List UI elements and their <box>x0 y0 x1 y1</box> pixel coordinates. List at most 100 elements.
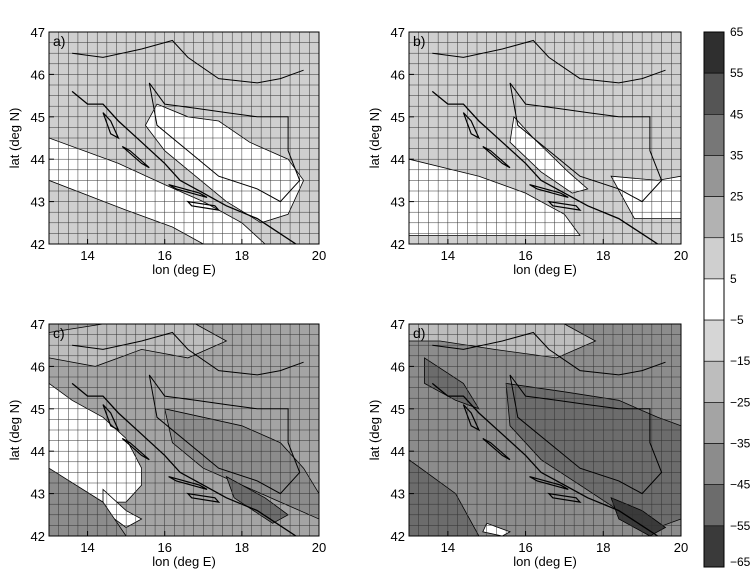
colorbar-label: −5 <box>730 313 744 327</box>
lon-tick-label: 20 <box>674 540 688 555</box>
colorbar-swatch <box>703 155 725 197</box>
panel-label: d) <box>413 325 425 341</box>
lat-tick-label: 43 <box>391 487 405 502</box>
panel-label: c) <box>53 325 65 341</box>
lon-tick-label: 14 <box>80 248 94 263</box>
y-axis-label: lat (deg N) <box>367 400 382 461</box>
island-outline <box>102 112 120 140</box>
colorbar-label: 45 <box>730 107 744 121</box>
island-outline <box>168 476 208 490</box>
lon-tick-label: 14 <box>441 248 455 263</box>
lon-tick-label: 18 <box>235 540 249 555</box>
island-outline <box>482 437 511 461</box>
island-outline <box>529 476 569 490</box>
lon-tick-label: 16 <box>518 248 532 263</box>
lat-tick-label: 42 <box>391 529 405 544</box>
coastline <box>431 382 659 536</box>
axes-frame <box>408 31 682 245</box>
map-panel: 14 16 18 20 42 43 44 45 46 47 lon (deg E) lat (deg … <box>367 317 688 569</box>
lat-tick-label: 45 <box>391 402 405 417</box>
colorbar-swatch <box>703 525 725 568</box>
map-panel: 14 16 18 20 42 43 44 45 46 47 lon (deg E) lat (deg … <box>7 25 326 277</box>
tick-labels: 14 16 18 20 42 43 44 45 46 47 <box>391 317 689 555</box>
island-outline <box>547 492 582 503</box>
lat-tick-label: 45 <box>391 110 405 125</box>
colorbar-swatch <box>703 237 725 280</box>
colorbar-swatch <box>703 196 725 239</box>
axes-frame <box>48 31 320 245</box>
lat-tick-label: 43 <box>31 195 45 210</box>
island-outline <box>186 200 221 211</box>
lon-tick-label: 16 <box>157 248 171 263</box>
grid-lines <box>409 32 681 244</box>
island-outline <box>168 184 208 198</box>
tick-labels: 14 16 18 20 42 43 44 45 46 47 <box>31 317 327 555</box>
colorbar-swatch <box>703 114 725 156</box>
lat-tick-label: 44 <box>31 444 45 459</box>
lon-tick-label: 14 <box>80 540 94 555</box>
lon-tick-label: 18 <box>596 540 610 555</box>
coastline <box>431 90 659 244</box>
border-line <box>148 82 301 203</box>
island-outline <box>529 184 569 198</box>
lon-tick-label: 16 <box>518 540 532 555</box>
x-axis-label: lon (deg E) <box>513 262 577 277</box>
lon-tick-label: 16 <box>157 540 171 555</box>
colorbar-swatch <box>703 443 725 485</box>
panel-label: a) <box>53 33 65 49</box>
tick-labels: 14 16 18 20 42 43 44 45 46 47 <box>31 25 327 263</box>
x-axis-label: lon (deg E) <box>152 554 216 569</box>
border-line <box>509 82 663 203</box>
colorbar-label: 5 <box>730 272 737 286</box>
map-panel: 14 16 18 20 42 43 44 45 46 47 lon (deg E) lat (deg … <box>7 317 326 569</box>
colorbar-label: −35 <box>730 437 751 451</box>
colorbar-label: −45 <box>730 478 751 492</box>
border-line <box>72 331 304 376</box>
lon-tick-label: 20 <box>312 540 326 555</box>
coastline <box>71 382 297 536</box>
lat-tick-label: 47 <box>31 25 45 40</box>
x-axis-label: lon (deg E) <box>152 262 216 277</box>
y-axis-label: lat (deg N) <box>7 108 22 169</box>
border-line <box>148 374 301 495</box>
border-line <box>432 331 666 376</box>
lat-tick-label: 45 <box>31 402 45 417</box>
axes-frame <box>48 323 320 537</box>
border-line <box>509 374 663 495</box>
lat-tick-label: 43 <box>391 195 405 210</box>
border-line <box>432 39 666 84</box>
axes-frame <box>408 323 682 537</box>
island-outline <box>482 145 511 169</box>
colorbar-label: 55 <box>730 66 744 80</box>
lat-tick-label: 42 <box>391 237 405 252</box>
island-outline <box>462 404 481 432</box>
lat-tick-label: 44 <box>31 152 45 167</box>
lon-tick-label: 18 <box>596 248 610 263</box>
contour-area <box>409 459 480 536</box>
colorbar-label: −15 <box>730 354 751 368</box>
colorbar-label: 15 <box>730 231 744 245</box>
lon-tick-label: 20 <box>312 248 326 263</box>
colorbar-label: 25 <box>730 190 744 204</box>
colorbar-swatch <box>703 72 725 115</box>
lon-tick-label: 14 <box>441 540 455 555</box>
lat-tick-label: 42 <box>31 529 45 544</box>
colorbar-swatch <box>703 402 725 444</box>
island-outline <box>121 145 150 169</box>
island-outline <box>121 437 150 461</box>
lat-tick-label: 45 <box>31 110 45 125</box>
lon-tick-label: 20 <box>674 248 688 263</box>
grid-lines <box>49 32 319 244</box>
map-panel: 14 16 18 20 42 43 44 45 46 47 lon (deg E) lat (deg … <box>367 25 688 277</box>
island-outline <box>462 112 481 140</box>
island-outline <box>547 200 582 211</box>
colorbar-frame <box>703 31 725 568</box>
colorbar-swatch <box>703 360 725 403</box>
x-axis-label: lon (deg E) <box>513 554 577 569</box>
lat-tick-label: 44 <box>391 444 405 459</box>
colorbar-label: −65 <box>730 555 751 569</box>
y-axis-label: lat (deg N) <box>7 400 22 461</box>
colorbar-swatch <box>703 31 725 74</box>
lon-tick-label: 18 <box>235 248 249 263</box>
